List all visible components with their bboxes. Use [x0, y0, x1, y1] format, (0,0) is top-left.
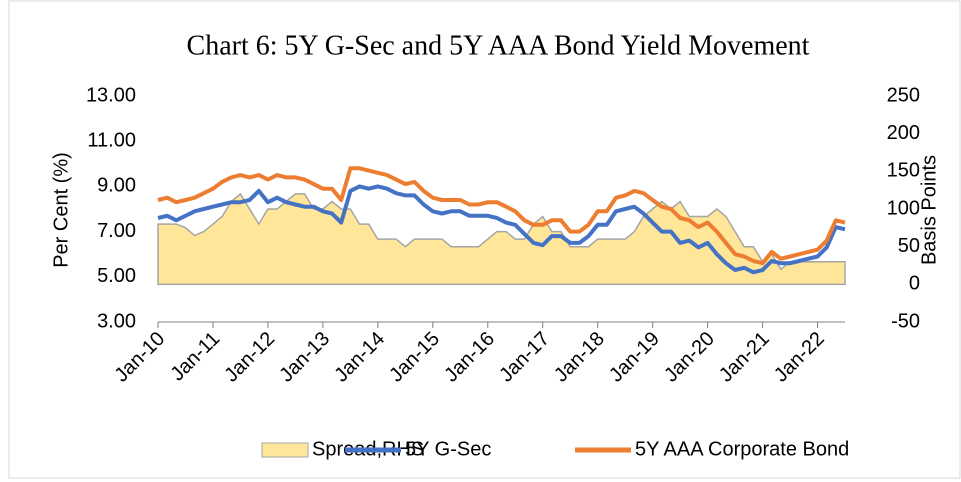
x-tick-label: Jan-18	[550, 328, 609, 387]
y-tick-label: 11.00	[87, 129, 136, 151]
x-tick-label: Jan-13	[275, 328, 334, 387]
x-tick-label: Jan-19	[605, 328, 664, 387]
y-tick-label: 3.00	[97, 310, 136, 332]
x-tick-label: Jan-16	[440, 328, 499, 387]
y-tick-label: 13.00	[86, 84, 136, 106]
y2-axis-title: Basis Points	[918, 155, 940, 265]
y2-tick-label: 50	[898, 235, 920, 257]
chart-title: Chart 6: 5Y G-Sec and 5Y AAA Bond Yield …	[187, 30, 810, 61]
y2-tick-label: 200	[887, 122, 920, 144]
legend-label: 5Y AAA Corporate Bond	[635, 438, 849, 460]
x-tick-label: Jan-22	[770, 328, 829, 387]
x-tick-label: Jan-12	[220, 328, 279, 387]
x-tick-label: Jan-17	[495, 328, 554, 387]
series-line	[157, 166, 846, 266]
x-tick-label: Jan-14	[330, 328, 389, 387]
y2-tick-label: -50	[891, 310, 920, 332]
chart-border	[8, 0, 961, 479]
legend-swatch	[261, 442, 309, 458]
y-tick-label: 9.00	[97, 175, 136, 197]
legend-label: 5Y G-Sec	[405, 438, 491, 460]
series-line	[157, 184, 846, 275]
x-tick-label: Jan-21	[715, 328, 774, 387]
y-tick-label: 7.00	[97, 220, 136, 242]
x-tick-label: Jan-20	[660, 328, 719, 387]
y2-tick-label: 250	[887, 84, 920, 106]
x-tick-label: Jan-10	[110, 328, 169, 387]
y-tick-label: 5.00	[97, 265, 136, 287]
x-tick-label: Jan-11	[166, 328, 224, 386]
y2-tick-label: 150	[887, 160, 920, 182]
y2-tick-label: 100	[887, 197, 920, 219]
y-axis-title: Per Cent (%)	[50, 152, 72, 268]
spread-area	[157, 192, 846, 286]
x-tick-label: Jan-15	[385, 328, 444, 387]
y2-tick-label: 0	[909, 273, 920, 295]
